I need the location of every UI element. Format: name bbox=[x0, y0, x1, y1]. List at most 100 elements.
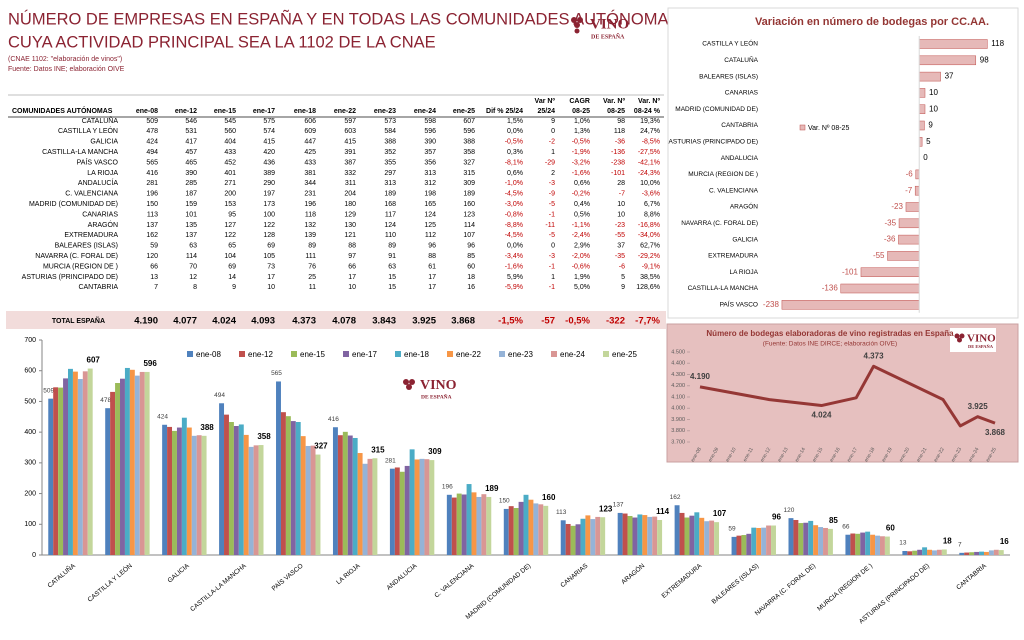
bar bbox=[290, 421, 296, 555]
y-tick-label: 0 bbox=[32, 552, 36, 559]
total-cell: -7,7% bbox=[635, 316, 660, 327]
bar bbox=[627, 515, 633, 555]
data-label: 3.925 bbox=[968, 402, 989, 411]
bar bbox=[761, 527, 767, 555]
bar bbox=[632, 517, 638, 555]
table-cell: -36 bbox=[615, 139, 625, 146]
data-label: 416 bbox=[328, 416, 339, 423]
row-label: PAÍS VASCO bbox=[77, 157, 119, 166]
row-label: ANDALUCÍA bbox=[78, 178, 118, 187]
table-cell: 0,3% bbox=[507, 149, 523, 156]
data-label: 0 bbox=[923, 153, 928, 162]
bar bbox=[513, 508, 519, 555]
table-cell: 573 bbox=[384, 118, 396, 125]
table-cell: -0,6% bbox=[572, 263, 590, 270]
category-label: LA RIOJA bbox=[729, 269, 758, 276]
y-tick-label: 300 bbox=[24, 460, 36, 467]
table-cell: 129 bbox=[344, 211, 356, 218]
table-cell: -9,1% bbox=[642, 263, 660, 270]
table-cell: 2,9% bbox=[574, 243, 590, 250]
table-cell: 391 bbox=[344, 149, 356, 156]
table-cell: 121 bbox=[344, 232, 356, 239]
table-cell: 17 bbox=[428, 274, 436, 281]
total-cell: 4.024 bbox=[212, 316, 236, 327]
category-label: BALEARES (ISLAS) bbox=[699, 73, 758, 80]
table-cell: 73 bbox=[267, 263, 275, 270]
table-cell: 66 bbox=[150, 263, 158, 270]
logo-sub: DE ESPAÑA bbox=[968, 344, 994, 349]
bar bbox=[731, 536, 737, 555]
category-label: CASTILLA Y LEÓN bbox=[702, 39, 758, 48]
data-label: -23 bbox=[891, 202, 903, 211]
column-header: ene-15 bbox=[214, 108, 236, 115]
logo-sub: DE ESPAÑA bbox=[591, 32, 625, 40]
data-label: 85 bbox=[829, 516, 838, 525]
bar bbox=[751, 527, 757, 555]
data-label: -36 bbox=[884, 235, 896, 244]
table-cell: -4,5% bbox=[505, 232, 523, 239]
data-label: 7 bbox=[958, 542, 962, 549]
table-cell: 10,0% bbox=[640, 180, 660, 187]
table-cell: 118 bbox=[305, 211, 316, 218]
data-label: 388 bbox=[200, 423, 214, 432]
table-cell: 425 bbox=[304, 149, 316, 156]
bar bbox=[781, 300, 920, 310]
category-label: NAVARRA (C. FORAL DE) bbox=[681, 220, 758, 227]
table-cell: 128 bbox=[263, 232, 275, 239]
bar bbox=[120, 378, 125, 555]
table-cell: -16,8% bbox=[638, 222, 660, 229]
data-label: 96 bbox=[772, 513, 781, 522]
table-cell: 168 bbox=[384, 201, 396, 208]
row-label: MURCIA (REGION DE ) bbox=[43, 263, 118, 270]
bar bbox=[969, 552, 975, 555]
table-cell: 95 bbox=[228, 211, 236, 218]
bar bbox=[518, 501, 524, 555]
table-cell: -1,1% bbox=[572, 222, 590, 229]
bar bbox=[295, 422, 301, 555]
data-label: 3.868 bbox=[985, 428, 1006, 437]
total-cell: -322 bbox=[606, 316, 625, 327]
bar bbox=[914, 185, 920, 196]
table-cell: 101 bbox=[185, 211, 197, 218]
table-cell: 290 bbox=[263, 180, 275, 187]
bar bbox=[456, 493, 462, 555]
bar bbox=[528, 499, 534, 555]
bar bbox=[224, 414, 229, 555]
table-cell: 62,7% bbox=[640, 243, 660, 250]
table-cell: 63 bbox=[388, 263, 396, 270]
total-cell: 4.373 bbox=[292, 316, 316, 327]
legend-swatch bbox=[343, 351, 349, 357]
bar bbox=[798, 523, 804, 555]
table-cell: -1,0% bbox=[505, 180, 523, 187]
table-cell: 0,0% bbox=[507, 243, 523, 250]
table-cell: 417 bbox=[185, 139, 197, 146]
y-tick-label: 400 bbox=[24, 429, 36, 436]
table-cell: 416 bbox=[146, 170, 158, 177]
row-label: CATALUÑA bbox=[82, 116, 119, 125]
category-label: CASTILLA-LA MANCHA bbox=[688, 285, 759, 292]
bar bbox=[409, 449, 415, 555]
bar bbox=[115, 383, 121, 555]
y-tick-label: 4.500 bbox=[671, 349, 685, 355]
y-tick-label: 4.000 bbox=[671, 406, 685, 412]
logo-sub: DE ESPAÑA bbox=[421, 392, 452, 400]
bar bbox=[918, 39, 988, 49]
table-cell: 118 bbox=[614, 128, 625, 135]
table-cell: -3 bbox=[549, 253, 555, 260]
table-cell: -7 bbox=[619, 191, 625, 198]
bar bbox=[983, 551, 989, 555]
table-cell: 105 bbox=[263, 253, 275, 260]
total-band bbox=[6, 311, 666, 329]
bar bbox=[533, 503, 539, 555]
table-cell: 37 bbox=[617, 243, 625, 250]
table-cell: 424 bbox=[146, 139, 158, 146]
table-cell: 114 bbox=[186, 253, 197, 260]
table-cell: -1,6% bbox=[572, 170, 590, 177]
table-cell: 124 bbox=[424, 211, 436, 218]
table-cell: -24,3% bbox=[638, 170, 660, 177]
category-label: PAÍS VASCO bbox=[720, 300, 758, 309]
table-cell: -2,0% bbox=[572, 253, 590, 260]
bar bbox=[538, 504, 544, 555]
table-cell: 120 bbox=[146, 253, 158, 260]
table-cell: 112 bbox=[425, 232, 436, 239]
